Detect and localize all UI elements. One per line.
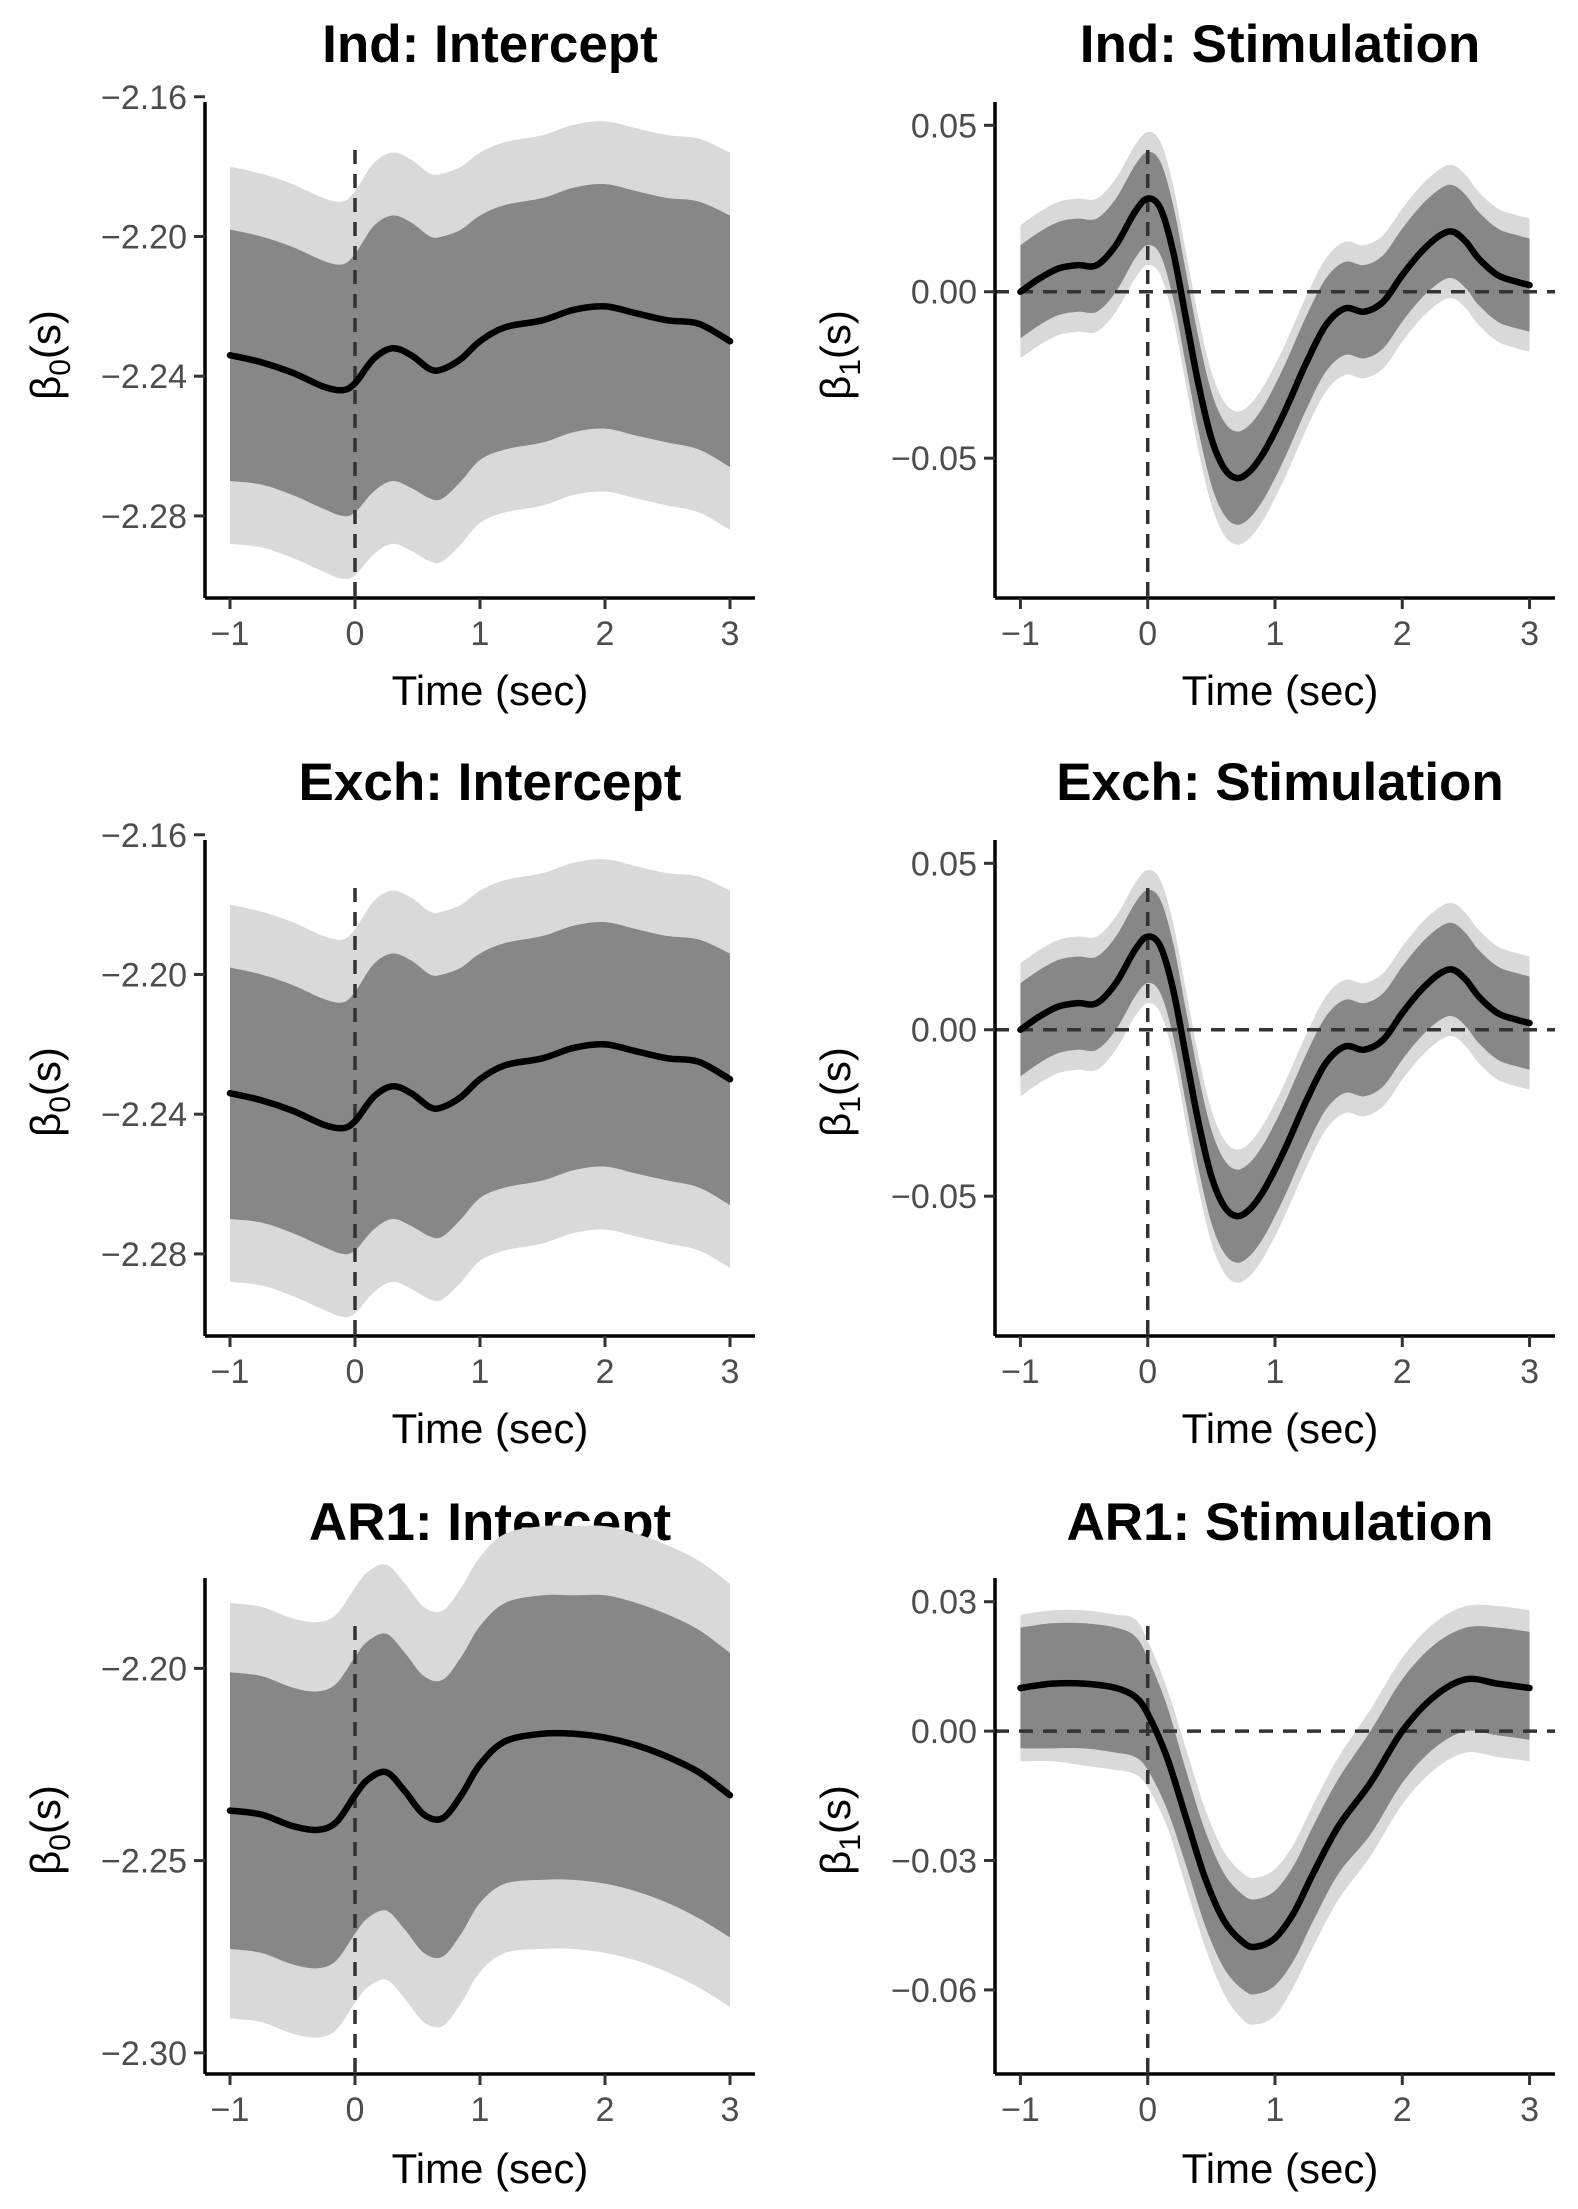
estimate-line xyxy=(1017,195,1533,482)
x-tick-label: 1 xyxy=(471,1353,490,1391)
x-tick-label: 2 xyxy=(596,2091,615,2129)
x-tick-label: 2 xyxy=(596,615,615,653)
y-tick-label: −2.28 xyxy=(101,1236,187,1274)
x-tick-label: −1 xyxy=(211,615,250,653)
y-tick-label: −0.05 xyxy=(891,1178,977,1216)
inner-confidence-band xyxy=(1020,151,1530,525)
x-tick-label: 1 xyxy=(471,2091,490,2129)
y-tick-label: 0.05 xyxy=(911,107,977,145)
x-tick-label: 2 xyxy=(1393,615,1412,653)
y-axis-title: β0(s) xyxy=(22,1047,77,1137)
y-tick-label: 0.00 xyxy=(911,274,977,312)
y-tick-label: −2.24 xyxy=(101,358,187,396)
estimate-line xyxy=(1017,1675,1533,1951)
y-tick-label: 0.03 xyxy=(911,1584,977,1622)
inner-confidence-band xyxy=(230,183,730,517)
panel-title: Ind: Stimulation xyxy=(1080,15,1480,74)
y-axis-title: β0(s) xyxy=(22,310,77,400)
y-axis-title: β1(s) xyxy=(812,1785,867,1875)
x-tick-label: 0 xyxy=(1138,2091,1157,2129)
y-tick-label: −0.03 xyxy=(891,1843,977,1881)
inner-confidence-band xyxy=(230,921,730,1255)
x-tick-label: 0 xyxy=(346,2091,365,2129)
y-tick-label: −2.20 xyxy=(101,218,187,256)
x-tick-label: −1 xyxy=(1001,615,1040,653)
y-tick-label: −2.24 xyxy=(101,1096,187,1134)
panel-title: Exch: Stimulation xyxy=(1056,753,1504,812)
x-tick-label: −1 xyxy=(1001,1353,1040,1391)
x-tick-label: 1 xyxy=(1266,1353,1285,1391)
estimate-line xyxy=(226,1040,734,1132)
panel-ind-intercept: Ind: Intercept −1 0 1 2 3 −2.16 −2.20 −2.24 −2.2… xyxy=(22,15,755,714)
x-tick-label: 1 xyxy=(1266,2091,1285,2129)
x-axis-title: Time (sec) xyxy=(1182,667,1379,714)
x-tick-label: 3 xyxy=(721,1353,740,1391)
y-axis-title: β1(s) xyxy=(812,1047,867,1137)
x-tick-label: −1 xyxy=(211,1353,250,1391)
panel-ind-stimulation: Ind: Stimulation −1 0 1 2 3 0.05 0.00 −0.05 Tim… xyxy=(812,15,1555,714)
x-tick-label: 3 xyxy=(1520,615,1539,653)
x-axis-title: Time (sec) xyxy=(392,2145,589,2192)
panel-ar1-stimulation: AR1: Stimulation −1 0 1 2 3 0.03 0.00 −0.03 −0.0… xyxy=(812,1493,1555,2192)
y-tick-label: −2.16 xyxy=(101,817,187,855)
estimate-line xyxy=(226,302,734,394)
panel-title: Ind: Intercept xyxy=(322,15,658,74)
y-axis-title: β0(s) xyxy=(22,1785,77,1875)
y-tick-label: −2.25 xyxy=(101,1843,187,1881)
inner-confidence-band xyxy=(1020,889,1530,1263)
x-tick-label: 3 xyxy=(1520,1353,1539,1391)
x-tick-label: 3 xyxy=(1520,2091,1539,2129)
panel-exch-intercept: Exch: Intercept −1 0 1 2 3 −2.16 −2.20 −2.24 −2.… xyxy=(22,753,755,1452)
y-tick-label: 0.00 xyxy=(911,1713,977,1751)
estimate-line xyxy=(1017,933,1533,1220)
x-tick-label: 3 xyxy=(721,615,740,653)
panel-title: AR1: Stimulation xyxy=(1067,1493,1494,1552)
y-tick-label: −2.20 xyxy=(101,1650,187,1688)
x-tick-label: 3 xyxy=(721,2091,740,2129)
y-tick-label: −2.30 xyxy=(101,2035,187,2073)
y-tick-label: −0.06 xyxy=(891,1972,977,2010)
x-tick-label: 2 xyxy=(596,1353,615,1391)
y-tick-label: −2.28 xyxy=(101,498,187,536)
x-axis-title: Time (sec) xyxy=(392,667,589,714)
x-tick-label: 0 xyxy=(346,615,365,653)
x-axis-title: Time (sec) xyxy=(1182,2145,1379,2192)
x-tick-label: 0 xyxy=(1138,1353,1157,1391)
x-axis-title: Time (sec) xyxy=(392,1405,589,1452)
y-tick-label: 0.05 xyxy=(911,845,977,883)
x-tick-label: 1 xyxy=(471,615,490,653)
y-axis-title: β1(s) xyxy=(812,310,867,400)
x-tick-label: 2 xyxy=(1393,1353,1412,1391)
x-tick-label: 2 xyxy=(1393,2091,1412,2129)
x-tick-label: −1 xyxy=(1001,2091,1040,2129)
y-tick-label: 0.00 xyxy=(911,1012,977,1050)
y-tick-label: −0.05 xyxy=(891,440,977,478)
panel-ar1-intercept: AR1: Intercept −1 0 1 2 3−2.20−2.25−2.30 Tim… xyxy=(22,1493,755,2192)
x-tick-label: −1 xyxy=(211,2091,250,2129)
y-tick-label: −2.20 xyxy=(101,956,187,994)
panel-title: Exch: Intercept xyxy=(299,753,682,812)
x-tick-label: 0 xyxy=(346,1353,365,1391)
x-axis-title: Time (sec) xyxy=(1182,1405,1379,1452)
x-tick-label: 0 xyxy=(1138,615,1157,653)
estimate-line xyxy=(226,1729,734,1834)
panel-exch-stimulation: Exch: Stimulation −1 0 1 2 3 0.05 0.00 −0.05 Ti… xyxy=(812,753,1555,1452)
x-tick-label: 1 xyxy=(1266,615,1285,653)
y-tick-label: −2.16 xyxy=(101,79,187,117)
